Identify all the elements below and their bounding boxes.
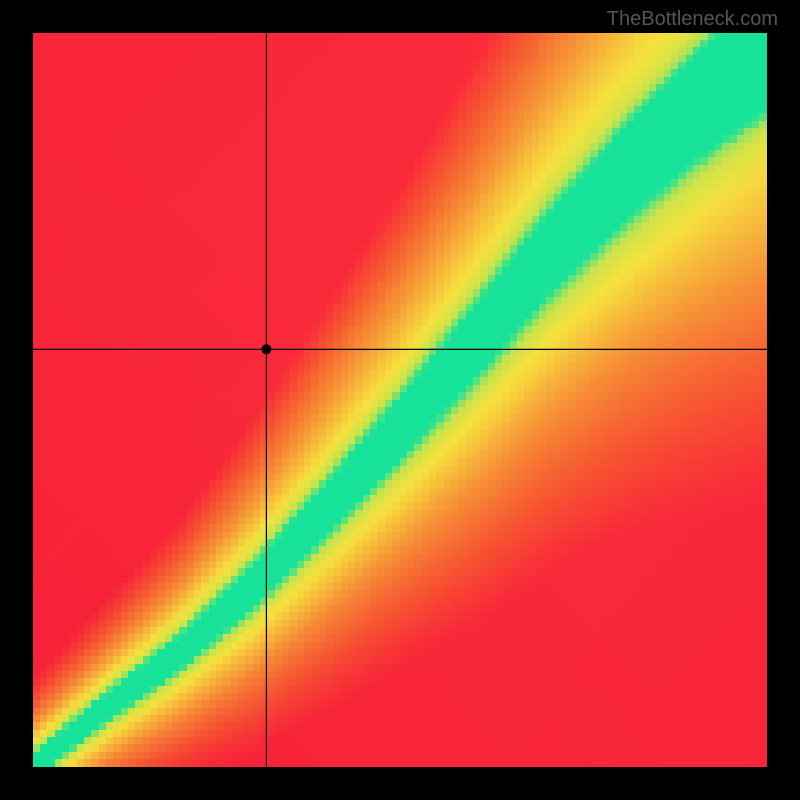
watermark-text: TheBottleneck.com	[607, 8, 778, 31]
bottleneck-heatmap	[33, 33, 767, 767]
